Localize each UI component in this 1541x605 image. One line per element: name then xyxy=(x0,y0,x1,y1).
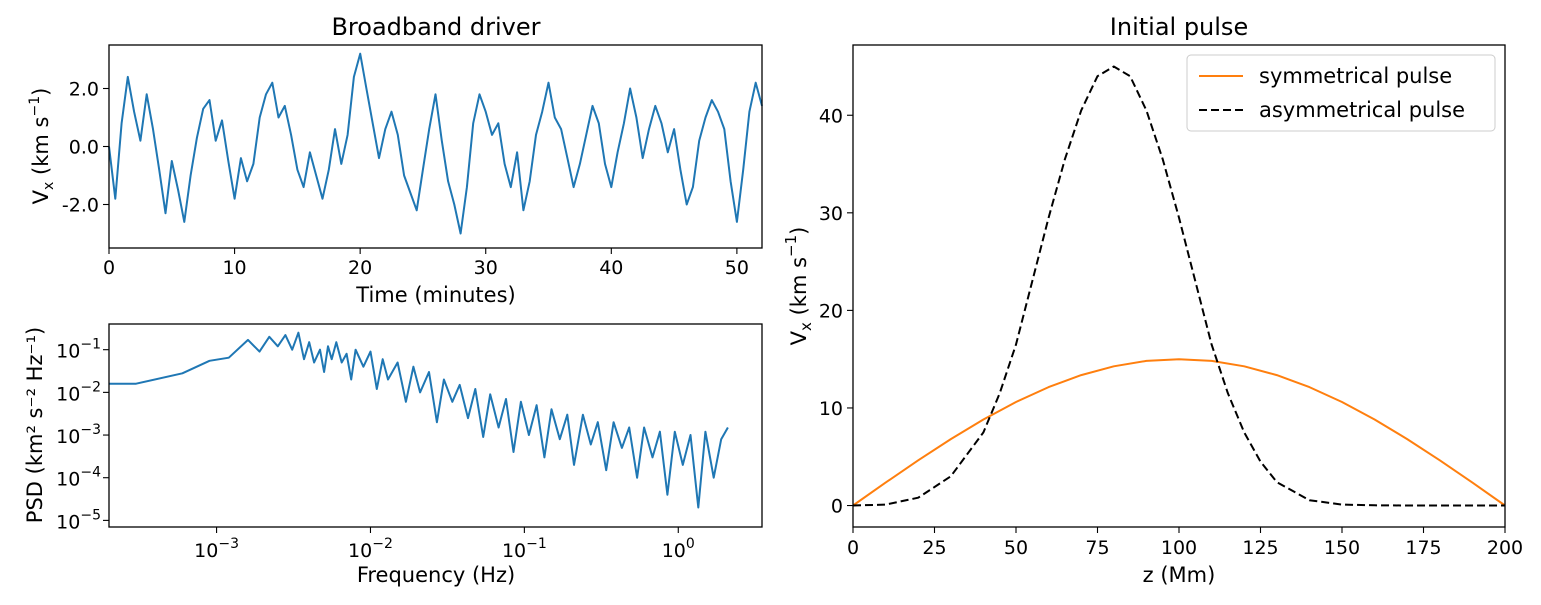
pulse-panel: Initial pulse 0 25 50 75 100 125 150 175 200 0 10 2… xyxy=(782,13,1523,587)
driver-panel: Broadband driver 0 10 20 30 40 50 -2.0 0.0 2.0 T… xyxy=(27,13,763,307)
driver-ytick-label: 2.0 xyxy=(69,79,99,101)
pulse-title: Initial pulse xyxy=(1110,13,1248,41)
psd-series-line xyxy=(109,331,729,509)
driver-ticks: 0 10 20 30 40 50 -2.0 0.0 2.0 xyxy=(62,79,749,280)
pulse-xtick-label: 100 xyxy=(1161,537,1197,559)
legend-label-symmetrical: symmetrical pulse xyxy=(1259,64,1452,88)
driver-xtick-label: 10 xyxy=(222,257,246,279)
pulse-xtick-label: 200 xyxy=(1487,537,1523,559)
psd-xlabel: Frequency (Hz) xyxy=(357,563,515,587)
pulse-ytick-label: 40 xyxy=(819,105,843,127)
driver-ytick-label: 0.0 xyxy=(69,137,99,159)
psd-xtick-label: 10−1 xyxy=(502,536,547,562)
psd-ytick-label: 10−5 xyxy=(56,507,101,533)
psd-xtick-label: 10−2 xyxy=(348,536,393,562)
driver-ylabel: Vx (km s−1) xyxy=(27,88,57,205)
pulse-xtick-label: 150 xyxy=(1324,537,1360,559)
psd-xtick-label: 100 xyxy=(662,536,695,562)
pulse-ylabel: Vx (km s−1) xyxy=(782,227,815,346)
driver-xtick-label: 0 xyxy=(103,257,115,279)
pulse-xtick-label: 75 xyxy=(1085,537,1109,559)
driver-series-line xyxy=(108,52,763,235)
pulse-xtick-label: 125 xyxy=(1242,537,1278,559)
psd-xtick-label: 10−3 xyxy=(194,536,239,562)
psd-series xyxy=(109,331,729,509)
psd-plot-frame xyxy=(108,323,763,528)
pulse-ytick-label: 0 xyxy=(831,496,843,518)
driver-xtick-label: 50 xyxy=(725,257,749,279)
pulse-xtick-label: 25 xyxy=(922,537,946,559)
pulse-ytick-label: 30 xyxy=(819,203,843,225)
pulse-xtick-label: 50 xyxy=(1004,537,1028,559)
pulse-ytick-label: 20 xyxy=(819,300,843,322)
psd-ytick-label: 10−2 xyxy=(56,379,101,405)
driver-xtick-label: 40 xyxy=(599,257,623,279)
driver-ytick-label: -2.0 xyxy=(62,195,99,217)
psd-ylabel: PSD (km² s⁻² Hz⁻¹) xyxy=(23,327,47,523)
legend-box xyxy=(1186,54,1496,132)
pulse-xtick-label: 175 xyxy=(1405,537,1441,559)
legend: symmetrical pulse asymmetrical pulse xyxy=(1186,54,1496,132)
symmetrical-pulse-line xyxy=(852,358,1506,507)
asymmetrical-pulse-line xyxy=(852,65,1505,507)
driver-xlabel: Time (minutes) xyxy=(355,283,515,307)
driver-series xyxy=(108,52,763,235)
driver-plot-frame xyxy=(108,44,763,249)
psd-ytick-label: 10−4 xyxy=(56,465,101,491)
pulse-ytick-label: 10 xyxy=(819,398,843,420)
psd-ytick-label: 10−1 xyxy=(56,337,101,363)
psd-panel: 10−3 10−2 10−1 100 10−5 10−4 10−3 10−2 10−1 Freq… xyxy=(23,323,763,587)
pulse-xtick-label: 0 xyxy=(847,537,859,559)
driver-xtick-label: 30 xyxy=(474,257,498,279)
psd-ytick-label: 10−3 xyxy=(56,422,101,448)
pulse-xlabel: z (Mm) xyxy=(1143,563,1216,587)
pulse-series xyxy=(852,65,1506,507)
psd-ticks: 10−3 10−2 10−1 100 10−5 10−4 10−3 10−2 10−1 xyxy=(56,337,695,562)
driver-title: Broadband driver xyxy=(331,13,540,41)
legend-label-asymmetrical: asymmetrical pulse xyxy=(1259,98,1465,122)
driver-xtick-label: 20 xyxy=(348,257,372,279)
pulse-ticks: 0 25 50 75 100 125 150 175 200 0 10 20 30 40 xyxy=(819,105,1523,559)
